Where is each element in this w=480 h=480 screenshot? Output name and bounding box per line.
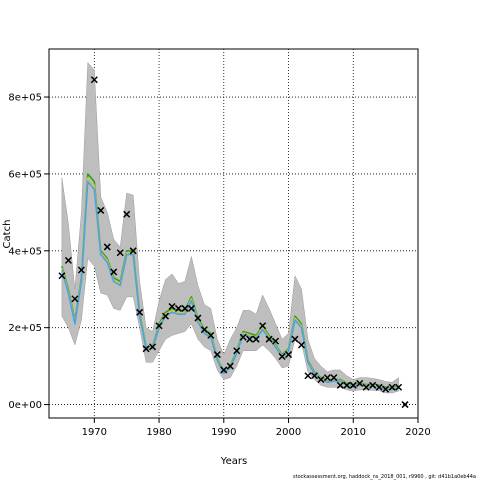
observed-point [161,312,170,320]
observed-point [395,383,403,391]
x-axis-label: Years [220,456,247,467]
observed-point [64,256,72,264]
observed-point [246,335,254,343]
y-tick-label: 6e+05 [8,169,42,180]
observed-point [356,379,364,387]
observed-point [71,295,79,303]
observed-point [272,337,280,345]
y-tick-label: 2e+05 [8,323,42,334]
observed-point [388,383,396,391]
observed-point [369,381,377,389]
observed-point [226,362,234,370]
x-tick-label: 1970 [82,427,107,438]
observed-point [142,345,150,353]
observed-point [291,335,299,343]
observed-point [310,372,318,380]
observed-point [194,314,202,322]
y-axis-ticks: 0e+00 2e+05 4e+05 6e+05 8e+05 [8,93,49,411]
observed-point [174,304,183,312]
observed-point [284,351,293,359]
observed-point [252,335,260,343]
x-tick-label: 2000 [276,427,301,438]
observed-point [155,322,163,330]
observed-point [375,383,383,391]
observed-point [90,76,98,84]
y-tick-label: 0e+00 [8,400,42,411]
observed-point [58,272,66,280]
observed-point [103,243,111,251]
observed-point [265,335,273,343]
observed-point [343,381,351,389]
observed-point [336,381,344,389]
observed-point [278,352,286,361]
observed-point [110,268,118,276]
observed-point [97,206,105,214]
observed-point [330,374,338,382]
observed-point [317,376,325,384]
observed-point [401,401,409,409]
observed-point [362,383,370,391]
observed-point [259,322,267,330]
plot-frame [48,48,419,419]
observed-points [58,76,409,409]
x-tick-label: 2020 [405,427,430,438]
y-tick-label: 4e+05 [8,246,42,257]
observed-point [77,266,85,274]
observed-point [168,303,176,311]
confidence-band-area [61,61,399,394]
observed-point [382,385,390,393]
x-tick-label: 1990 [211,427,236,438]
observed-point [116,249,124,257]
y-tick-label: 8e+05 [8,93,42,104]
x-tick-label: 2010 [341,427,366,438]
observed-point [220,366,228,374]
observed-point [349,381,357,389]
observed-point [200,326,208,334]
y-axis-label: Catch [2,220,13,249]
x-axis-ticks: 1970 1980 1990 2000 2010 2020 [82,418,431,438]
observed-point [123,210,131,218]
observed-point [304,372,312,380]
footer-text: stockassessment.org, haddock_ns_2018_001… [293,474,476,480]
observed-point [207,331,215,339]
observed-point [187,304,195,312]
observed-point [181,304,189,312]
observed-point [129,247,137,255]
observed-point [239,333,247,341]
observed-point [213,351,221,359]
x-tick-label: 1980 [146,427,171,438]
confidence-band [61,61,399,394]
observed-point [323,374,331,382]
observed-point [297,341,306,349]
observed-point [233,347,241,355]
observed-point [136,308,144,316]
observed-point [149,343,157,351]
